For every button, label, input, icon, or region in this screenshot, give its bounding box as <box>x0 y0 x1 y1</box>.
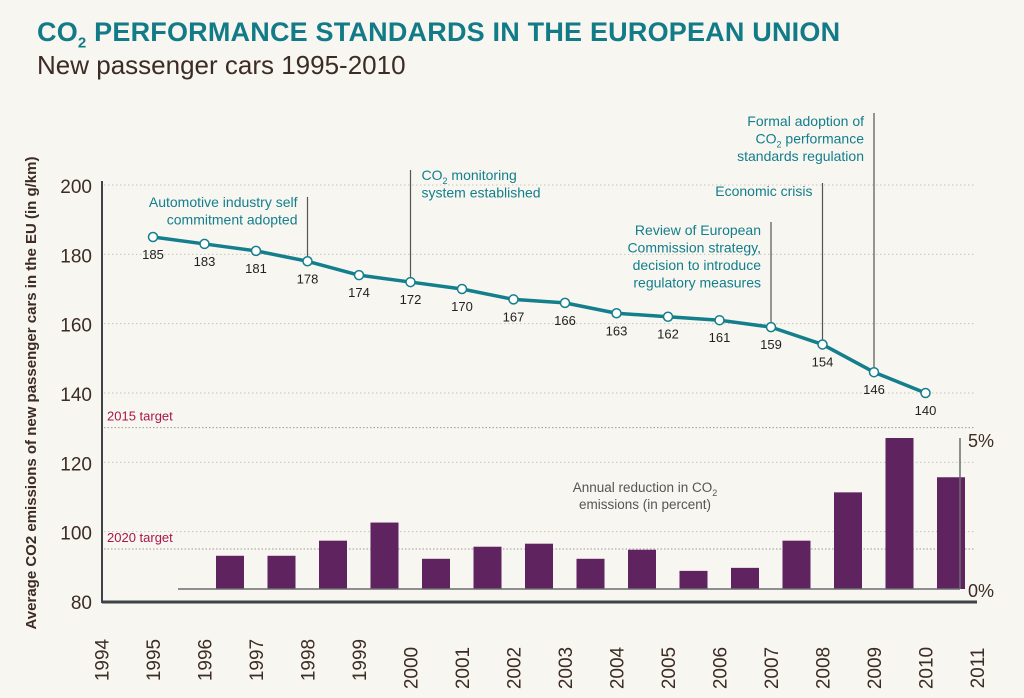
data-point <box>662 311 674 322</box>
x-tick-label: 2007 <box>762 647 783 689</box>
secondary-tick-label: 5% <box>968 431 994 451</box>
data-label: 146 <box>863 382 885 397</box>
title-text: CO <box>37 17 78 47</box>
y-tick-label: 160 <box>60 316 92 337</box>
title-subscript: 2 <box>77 34 87 52</box>
y-tick-label: 200 <box>60 177 92 198</box>
annotation-text: Review of European <box>635 222 761 238</box>
secondary-tick-label: 0% <box>968 581 994 601</box>
data-point <box>250 245 262 257</box>
bar <box>319 540 347 589</box>
x-tick-label: 2011 <box>968 648 989 689</box>
y-tick-label: 100 <box>60 524 92 545</box>
data-point <box>456 283 468 295</box>
y-tick-label: 80 <box>71 593 92 614</box>
data-point <box>405 276 416 288</box>
bar <box>782 540 811 589</box>
y-axis-label: Average CO2 emissions of new passenger c… <box>23 157 40 630</box>
data-label: 181 <box>245 261 267 276</box>
data-label: 183 <box>194 254 216 269</box>
bar <box>937 477 965 589</box>
annotation-text: regulatory measures <box>633 275 761 291</box>
bar <box>422 558 450 589</box>
annotation-text: Formal adoption of <box>747 113 864 129</box>
bar-series-label: Annual reduction in CO2 <box>573 480 718 498</box>
bar <box>216 555 244 589</box>
target-label: 2015 target <box>107 409 173 424</box>
bar <box>576 558 605 589</box>
bar <box>370 522 399 589</box>
bar <box>834 492 862 589</box>
data-label: 174 <box>348 285 370 300</box>
data-point <box>714 314 725 326</box>
annotation-text: standards regulation <box>737 148 864 164</box>
x-tick-label: 1999 <box>350 639 371 681</box>
data-point <box>353 269 365 281</box>
data-label: 140 <box>915 403 937 418</box>
chart-subtitle: New passenger cars 1995-2010 <box>37 50 406 80</box>
x-tick-label: 2010 <box>917 647 938 689</box>
annotation-text: commitment adopted <box>167 212 298 228</box>
annotation-text: Automotive industry self <box>149 194 298 210</box>
annotation-text: CO2 monitoring <box>422 167 517 186</box>
data-point <box>559 297 571 309</box>
annotation-text: system established <box>422 185 541 201</box>
bar <box>885 438 914 589</box>
data-point <box>817 339 828 350</box>
x-tick-label: 2000 <box>402 647 423 689</box>
data-label: 159 <box>760 337 782 352</box>
x-tick-label: 2006 <box>711 647 732 689</box>
data-label: 172 <box>400 292 422 307</box>
bar <box>473 546 502 589</box>
annotation-text: Economic crisis <box>715 183 812 199</box>
bar <box>628 549 656 589</box>
bar <box>267 555 296 589</box>
data-label: 161 <box>709 330 731 345</box>
emissions-line <box>152 235 927 395</box>
x-tick-label: 2009 <box>865 647 886 689</box>
x-tick-label: 2005 <box>659 647 680 689</box>
x-tick-label: 2001 <box>453 647 474 689</box>
annotation-text: CO2 performance <box>756 131 865 150</box>
y-tick-label: 180 <box>60 246 92 267</box>
target-label: 2020 target <box>107 530 173 545</box>
annotation-text: decision to introduce <box>633 257 762 273</box>
x-tick-label: 2003 <box>556 647 577 689</box>
y-tick-label: 140 <box>60 385 92 406</box>
x-tick-label: 2004 <box>608 646 629 689</box>
data-label: 162 <box>657 327 679 342</box>
data-label: 154 <box>812 354 834 369</box>
data-label: 167 <box>503 309 525 324</box>
x-tick-label: 2008 <box>814 647 835 689</box>
data-point <box>868 366 880 378</box>
x-tick-label: 1995 <box>144 639 165 681</box>
x-tick-label: 1996 <box>196 639 217 681</box>
bar-series-label: emissions (in percent) <box>579 497 711 512</box>
chart-title: CO2 PERFORMANCE STANDARDS IN THE EUROPEA… <box>37 17 840 51</box>
bar <box>731 567 759 589</box>
data-point <box>199 238 210 250</box>
bar <box>679 570 708 589</box>
data-label: 178 <box>297 271 319 286</box>
title-text-rest: PERFORMANCE STANDARDS IN THE EUROPEAN UN… <box>86 17 841 47</box>
data-point <box>508 294 519 305</box>
x-tick-label: 1998 <box>299 639 320 681</box>
data-label: 170 <box>451 299 473 314</box>
data-label: 185 <box>142 247 164 262</box>
x-tick-label: 1997 <box>247 639 268 681</box>
y-tick-label: 120 <box>60 454 92 475</box>
data-point <box>765 321 777 333</box>
annotation-text: Commission strategy, <box>627 240 761 256</box>
x-tick-label: 1994 <box>93 638 114 681</box>
bar <box>525 543 553 589</box>
x-tick-label: 2002 <box>505 647 526 689</box>
data-point <box>611 308 622 319</box>
data-point <box>302 256 313 267</box>
data-point <box>147 231 159 243</box>
data-point <box>920 387 931 399</box>
data-label: 166 <box>554 313 576 328</box>
data-label: 163 <box>606 323 628 338</box>
